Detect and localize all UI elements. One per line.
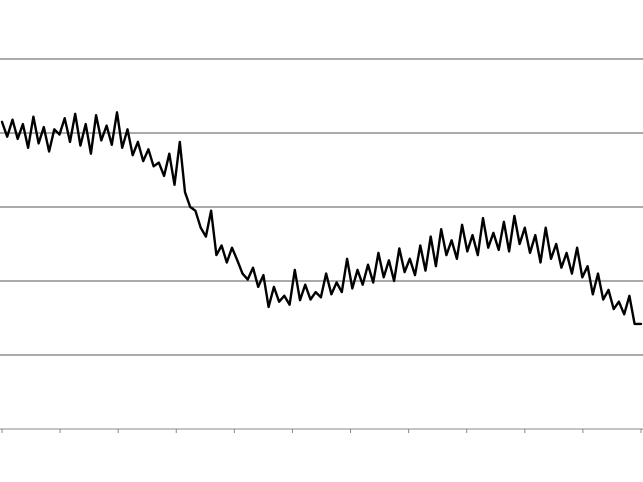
series-line-1 — [0, 111, 643, 326]
series-group — [0, 111, 643, 326]
x-axis — [0, 428, 643, 433]
gridlines — [0, 58, 643, 356]
